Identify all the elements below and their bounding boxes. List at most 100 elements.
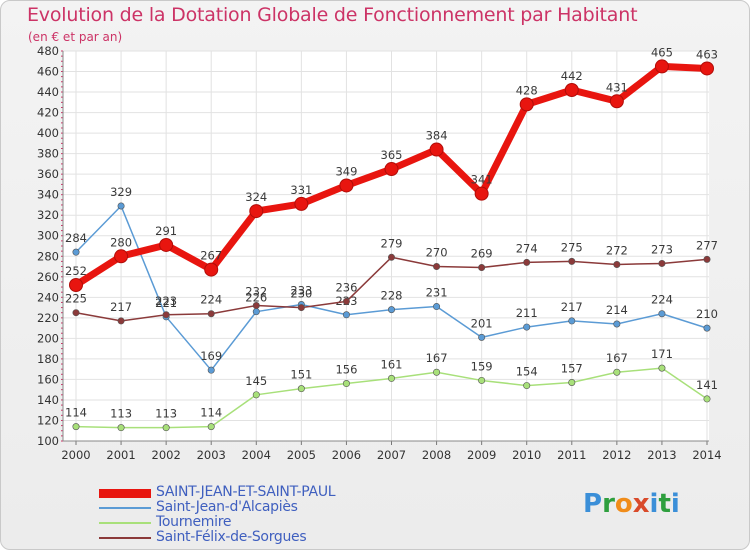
data-point	[384, 162, 399, 177]
data-label: 114	[200, 406, 222, 420]
data-label: 280	[110, 235, 132, 249]
data-point	[204, 262, 219, 277]
chart-subtitle: (en € et par an)	[28, 30, 123, 44]
x-tick-label: 2012	[602, 448, 631, 462]
data-point	[162, 311, 170, 319]
logo-letter: o	[614, 489, 633, 519]
data-label: 151	[290, 368, 312, 382]
data-point	[613, 260, 621, 268]
data-point	[69, 278, 83, 292]
data-point	[342, 297, 350, 305]
data-label: 145	[245, 374, 267, 388]
chart-title: Evolution de la Dotation Globale de Fonc…	[27, 4, 638, 26]
data-label: 269	[471, 247, 493, 261]
legend-label: Saint-Félix-de-Sorgues	[156, 529, 307, 545]
data-label: 141	[696, 378, 718, 392]
y-tick-label: 320	[37, 208, 59, 222]
data-point	[564, 83, 579, 97]
data-point	[429, 142, 444, 157]
y-tick-label: 200	[37, 331, 59, 345]
data-label: 228	[381, 289, 403, 303]
data-point	[474, 186, 489, 201]
x-tick-label: 2004	[242, 448, 271, 462]
data-label: 279	[381, 236, 403, 250]
y-tick-label: 480	[37, 44, 59, 58]
y-tick-label: 220	[37, 311, 59, 325]
logo-letter: x	[632, 489, 650, 519]
y-tick-label: 120	[37, 413, 59, 427]
logo-letter: r	[602, 489, 615, 519]
y-tick-label: 180	[37, 352, 59, 366]
data-label: 154	[516, 365, 538, 379]
data-label: 329	[110, 185, 132, 199]
data-label: 223	[155, 294, 177, 308]
legend-label: Tournemire	[156, 514, 232, 530]
y-tick-label: 440	[37, 85, 59, 99]
data-point	[478, 376, 486, 384]
legend-swatch	[99, 507, 151, 509]
logo-letter: i	[670, 489, 680, 519]
legend-label: SAINT-JEAN-ET-SAINT-PAUL	[156, 484, 336, 500]
data-label: 236	[335, 280, 357, 294]
data-point	[433, 368, 441, 376]
data-point	[613, 368, 621, 376]
data-point	[207, 366, 215, 374]
x-tick-label: 2000	[61, 448, 90, 462]
data-point	[523, 382, 531, 390]
data-point	[613, 320, 621, 328]
data-label: 277	[696, 238, 718, 252]
data-point	[523, 258, 531, 266]
data-point	[294, 196, 309, 211]
data-point	[433, 263, 441, 271]
data-label: 272	[606, 243, 628, 257]
data-label: 270	[426, 246, 448, 260]
data-label: 341	[471, 173, 493, 187]
legend-label: Saint-Jean-d'Alcapiès	[156, 499, 298, 515]
data-point	[114, 249, 129, 264]
y-tick-label: 300	[37, 229, 59, 243]
x-tick-label: 2008	[422, 448, 451, 462]
y-tick-label: 460	[37, 65, 59, 79]
data-point	[207, 423, 215, 431]
data-point	[568, 378, 576, 386]
x-tick-label: 2007	[377, 448, 406, 462]
data-label: 217	[561, 300, 583, 314]
data-label: 221	[155, 296, 177, 310]
data-label: 431	[606, 80, 628, 94]
data-point	[433, 303, 441, 311]
data-label: 167	[426, 351, 448, 365]
data-label: 232	[245, 285, 267, 299]
data-point	[387, 253, 395, 261]
data-label: 167	[606, 351, 628, 365]
data-label: 114	[65, 406, 87, 420]
data-point	[609, 94, 624, 109]
y-tick-label: 100	[37, 434, 59, 448]
data-label: 384	[426, 129, 448, 143]
data-point	[117, 317, 125, 325]
data-label: 275	[561, 240, 583, 254]
data-label: 169	[200, 349, 222, 363]
data-point	[568, 257, 576, 265]
data-label: 171	[651, 347, 673, 361]
data-label: 159	[471, 359, 493, 373]
data-label: 324	[245, 190, 267, 204]
data-point	[658, 364, 666, 372]
x-tick-label: 2003	[197, 448, 226, 462]
data-point	[252, 391, 260, 399]
x-tick-label: 2014	[692, 448, 721, 462]
data-point	[654, 59, 669, 74]
y-tick-label: 240	[37, 290, 59, 304]
data-label: 226	[245, 291, 267, 305]
data-point	[117, 424, 125, 432]
x-tick-label: 2011	[557, 448, 586, 462]
x-tick-label: 2010	[512, 448, 541, 462]
data-point	[297, 385, 305, 393]
logo-letter: P	[583, 489, 603, 519]
data-label: 331	[290, 183, 312, 197]
data-point	[252, 302, 260, 310]
data-label: 252	[65, 264, 87, 278]
data-point	[342, 311, 350, 319]
data-point	[117, 202, 125, 210]
data-label: 224	[200, 293, 222, 307]
